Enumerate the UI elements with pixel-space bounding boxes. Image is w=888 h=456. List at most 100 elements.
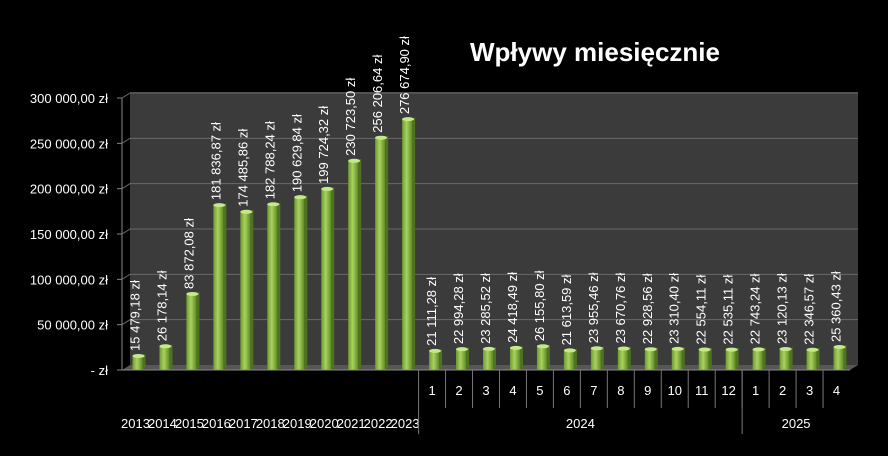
- bar: [456, 347, 470, 370]
- data-label: 230 723,50 zł: [343, 78, 358, 156]
- x-tick-label: 2017: [229, 416, 258, 431]
- bar: [509, 345, 523, 370]
- data-label: 25 360,43 zł: [829, 271, 844, 342]
- bar: [590, 346, 604, 370]
- data-label: 22 928,56 zł: [640, 273, 655, 344]
- bar: [752, 347, 766, 370]
- y-axis-tick-labels: - zł 50 000,00 zł 100 000,00 zł 150 000,00 …: [30, 91, 122, 378]
- x-tick-label: 7: [590, 383, 597, 398]
- data-label: 22 535,11 zł: [721, 275, 736, 345]
- gridline: [121, 319, 858, 326]
- x-tick-label: 9: [644, 383, 651, 398]
- bar: [375, 135, 389, 370]
- gridline: [121, 228, 858, 235]
- x-tick-label: 5: [536, 383, 543, 398]
- data-label: 256 206,64 zł: [370, 55, 385, 133]
- bar: [779, 347, 793, 370]
- x-tick-label: 4: [833, 383, 840, 398]
- x-tick-label: 2016: [202, 416, 231, 431]
- data-label: 22 994,28 zł: [451, 273, 466, 344]
- bar: [402, 117, 416, 370]
- gridline: [121, 92, 858, 99]
- x-tick-label: 2021: [337, 416, 366, 431]
- data-label: 199 724,32 zł: [316, 106, 331, 184]
- x-tick-label: 2022: [364, 416, 393, 431]
- x-tick-label: 2: [455, 383, 462, 398]
- x-tick-label: 2018: [256, 416, 285, 431]
- x-tick-label: 2019: [283, 416, 312, 431]
- x-axis: 2013201420152016201720182019202020212022…: [121, 369, 850, 434]
- data-label: 26 155,80 zł: [532, 270, 547, 341]
- data-label: 15 479,18 zł: [127, 280, 142, 351]
- data-label: 181 836,87 zł: [208, 122, 223, 200]
- data-label: 22 346,57 zł: [802, 274, 817, 345]
- x-group-label: 2024: [566, 416, 595, 431]
- data-labels: 15 479,18 zł 26 178,14 zł 83 872,08 zł 181 …: [127, 36, 843, 351]
- y-tick-label: 250 000,00 zł: [30, 136, 108, 151]
- x-tick-label: 1: [428, 383, 435, 398]
- data-label: 21 111,28 zł: [424, 277, 439, 346]
- gridline: [121, 137, 858, 144]
- x-tick-label: 10: [668, 383, 682, 398]
- gridlines: [121, 92, 858, 326]
- y-tick-label: 100 000,00 zł: [30, 272, 108, 287]
- data-label: 23 285,52 zł: [478, 273, 493, 344]
- bar: [321, 186, 335, 370]
- data-label: 22 554,11 zł: [694, 275, 709, 345]
- data-label: 23 120,13 zł: [775, 273, 790, 344]
- x-tick-label: 3: [806, 383, 813, 398]
- data-label: 24 418,49 zł: [505, 272, 520, 343]
- bar: [698, 347, 712, 370]
- bar: [348, 158, 362, 370]
- x-tick-label: 2014: [148, 416, 177, 431]
- data-label: 83 872,08 zł: [181, 218, 196, 289]
- x-tick-label: 2: [779, 383, 786, 398]
- y-tick-label: - zł: [91, 363, 108, 378]
- x-tick-label: 2020: [310, 416, 339, 431]
- y-tick-label: 150 000,00 zł: [30, 227, 108, 242]
- x-tick-label: 12: [721, 383, 735, 398]
- x-tick-label: 2013: [121, 416, 150, 431]
- x-tick-label: 4: [509, 383, 516, 398]
- bars: [132, 117, 847, 370]
- x-tick-label: 2023: [391, 416, 420, 431]
- data-label: 23 310,40 zł: [667, 273, 682, 344]
- x-group-label: 2025: [782, 416, 811, 431]
- x-tick-label: 3: [482, 383, 489, 398]
- bar: [806, 347, 820, 370]
- bar: [213, 203, 227, 370]
- data-label: 22 743,24 zł: [748, 273, 763, 344]
- data-label: 26 178,14 zł: [154, 270, 169, 341]
- bar: [563, 348, 577, 370]
- bar: [725, 347, 739, 370]
- bar: [159, 344, 173, 370]
- x-tick-label: 2015: [175, 416, 204, 431]
- y-tick-label: 50 000,00 zł: [37, 318, 108, 333]
- bar: [617, 346, 631, 370]
- x-tick-label: 6: [563, 383, 570, 398]
- bar: [671, 346, 685, 370]
- bar: [186, 291, 200, 370]
- bar: [132, 353, 146, 370]
- data-label: 190 629,84 zł: [289, 114, 304, 192]
- bar: [429, 348, 443, 370]
- bar: [644, 347, 658, 370]
- data-label: 182 788,24 zł: [262, 121, 277, 199]
- bar: [240, 209, 254, 370]
- chart-title: Wpływy miesięcznie: [470, 37, 720, 67]
- x-tick-label: 1: [752, 383, 759, 398]
- gridline: [121, 273, 858, 280]
- data-label: 23 955,46 zł: [586, 272, 601, 343]
- bar: [483, 346, 496, 370]
- x-tick-label: 8: [617, 383, 624, 398]
- bar: [833, 345, 847, 370]
- bar: [267, 202, 281, 370]
- y-tick-label: 300 000,00 zł: [30, 91, 108, 106]
- data-label: 23 670,76 zł: [613, 273, 628, 344]
- gridline: [121, 183, 858, 190]
- data-label: 174 485,86 zł: [235, 129, 250, 207]
- data-label: 21 613,59 zł: [559, 274, 574, 345]
- data-label: 276 674,90 zł: [397, 36, 412, 114]
- x-tick-label: 11: [695, 383, 709, 398]
